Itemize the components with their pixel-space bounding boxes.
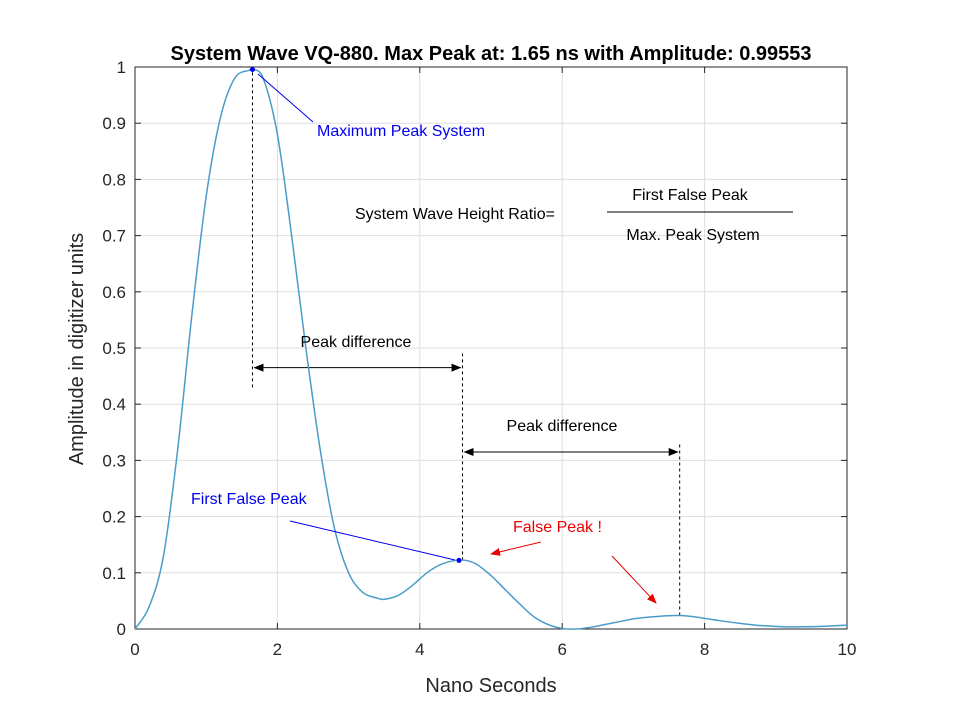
x-axis-label: Nano Seconds xyxy=(425,675,556,697)
max-peak-label: Maximum Peak System xyxy=(317,123,485,140)
y-tick-label: 0.3 xyxy=(102,451,126,470)
y-tick-label: 0.8 xyxy=(102,170,126,189)
y-tick-label: 0.4 xyxy=(102,395,126,414)
chart-title: System Wave VQ-880. Max Peak at: 1.65 ns… xyxy=(170,43,811,65)
y-tick-labels: 0 0.1 0.2 0.3 0.4 0.5 0.6 0.7 0.8 0.9 1 xyxy=(102,58,126,639)
x-tick-label: 10 xyxy=(838,640,857,659)
x-tick-label: 0 xyxy=(130,640,139,659)
x-tick-labels: 0 2 4 6 8 10 xyxy=(130,640,856,659)
y-tick-label: 1 xyxy=(117,58,126,77)
ratio-numerator: First False Peak xyxy=(632,187,749,204)
peak-difference-label-1: Peak difference xyxy=(301,334,412,351)
y-tick-label: 0.5 xyxy=(102,339,126,358)
series-line xyxy=(134,68,848,630)
y-tick-label: 0 xyxy=(117,620,126,639)
first-false-peak-label: First False Peak xyxy=(191,491,308,508)
x-tick-label: 8 xyxy=(700,640,709,659)
ratio-label: System Wave Height Ratio= xyxy=(355,206,555,223)
false-peak-label: False Peak ! xyxy=(513,519,602,536)
max-peak-connector xyxy=(257,73,314,123)
y-tick-label: 0.7 xyxy=(102,227,126,246)
ratio-denominator: Max. Peak System xyxy=(626,227,759,244)
x-tick-label: 4 xyxy=(415,640,424,659)
y-tick-label: 0.9 xyxy=(102,114,126,133)
y-tick-label: 0.6 xyxy=(102,283,126,302)
x-tick-label: 6 xyxy=(557,640,566,659)
false-peak-arrow-2 xyxy=(611,555,657,604)
markers xyxy=(249,67,462,563)
first-false-peak-marker xyxy=(456,557,462,563)
y-tick-label: 0.2 xyxy=(102,508,126,527)
y-axis-label: Amplitude in digitizer units xyxy=(66,233,88,465)
max-peak-marker xyxy=(249,67,255,73)
false-peak-arrow-1 xyxy=(490,541,542,556)
peak-difference-label-2: Peak difference xyxy=(507,418,618,435)
y-tick-label: 0.1 xyxy=(102,564,126,583)
guides xyxy=(251,69,681,616)
first-false-peak-connector xyxy=(289,520,456,561)
grid xyxy=(134,66,848,630)
x-tick-label: 2 xyxy=(273,640,282,659)
